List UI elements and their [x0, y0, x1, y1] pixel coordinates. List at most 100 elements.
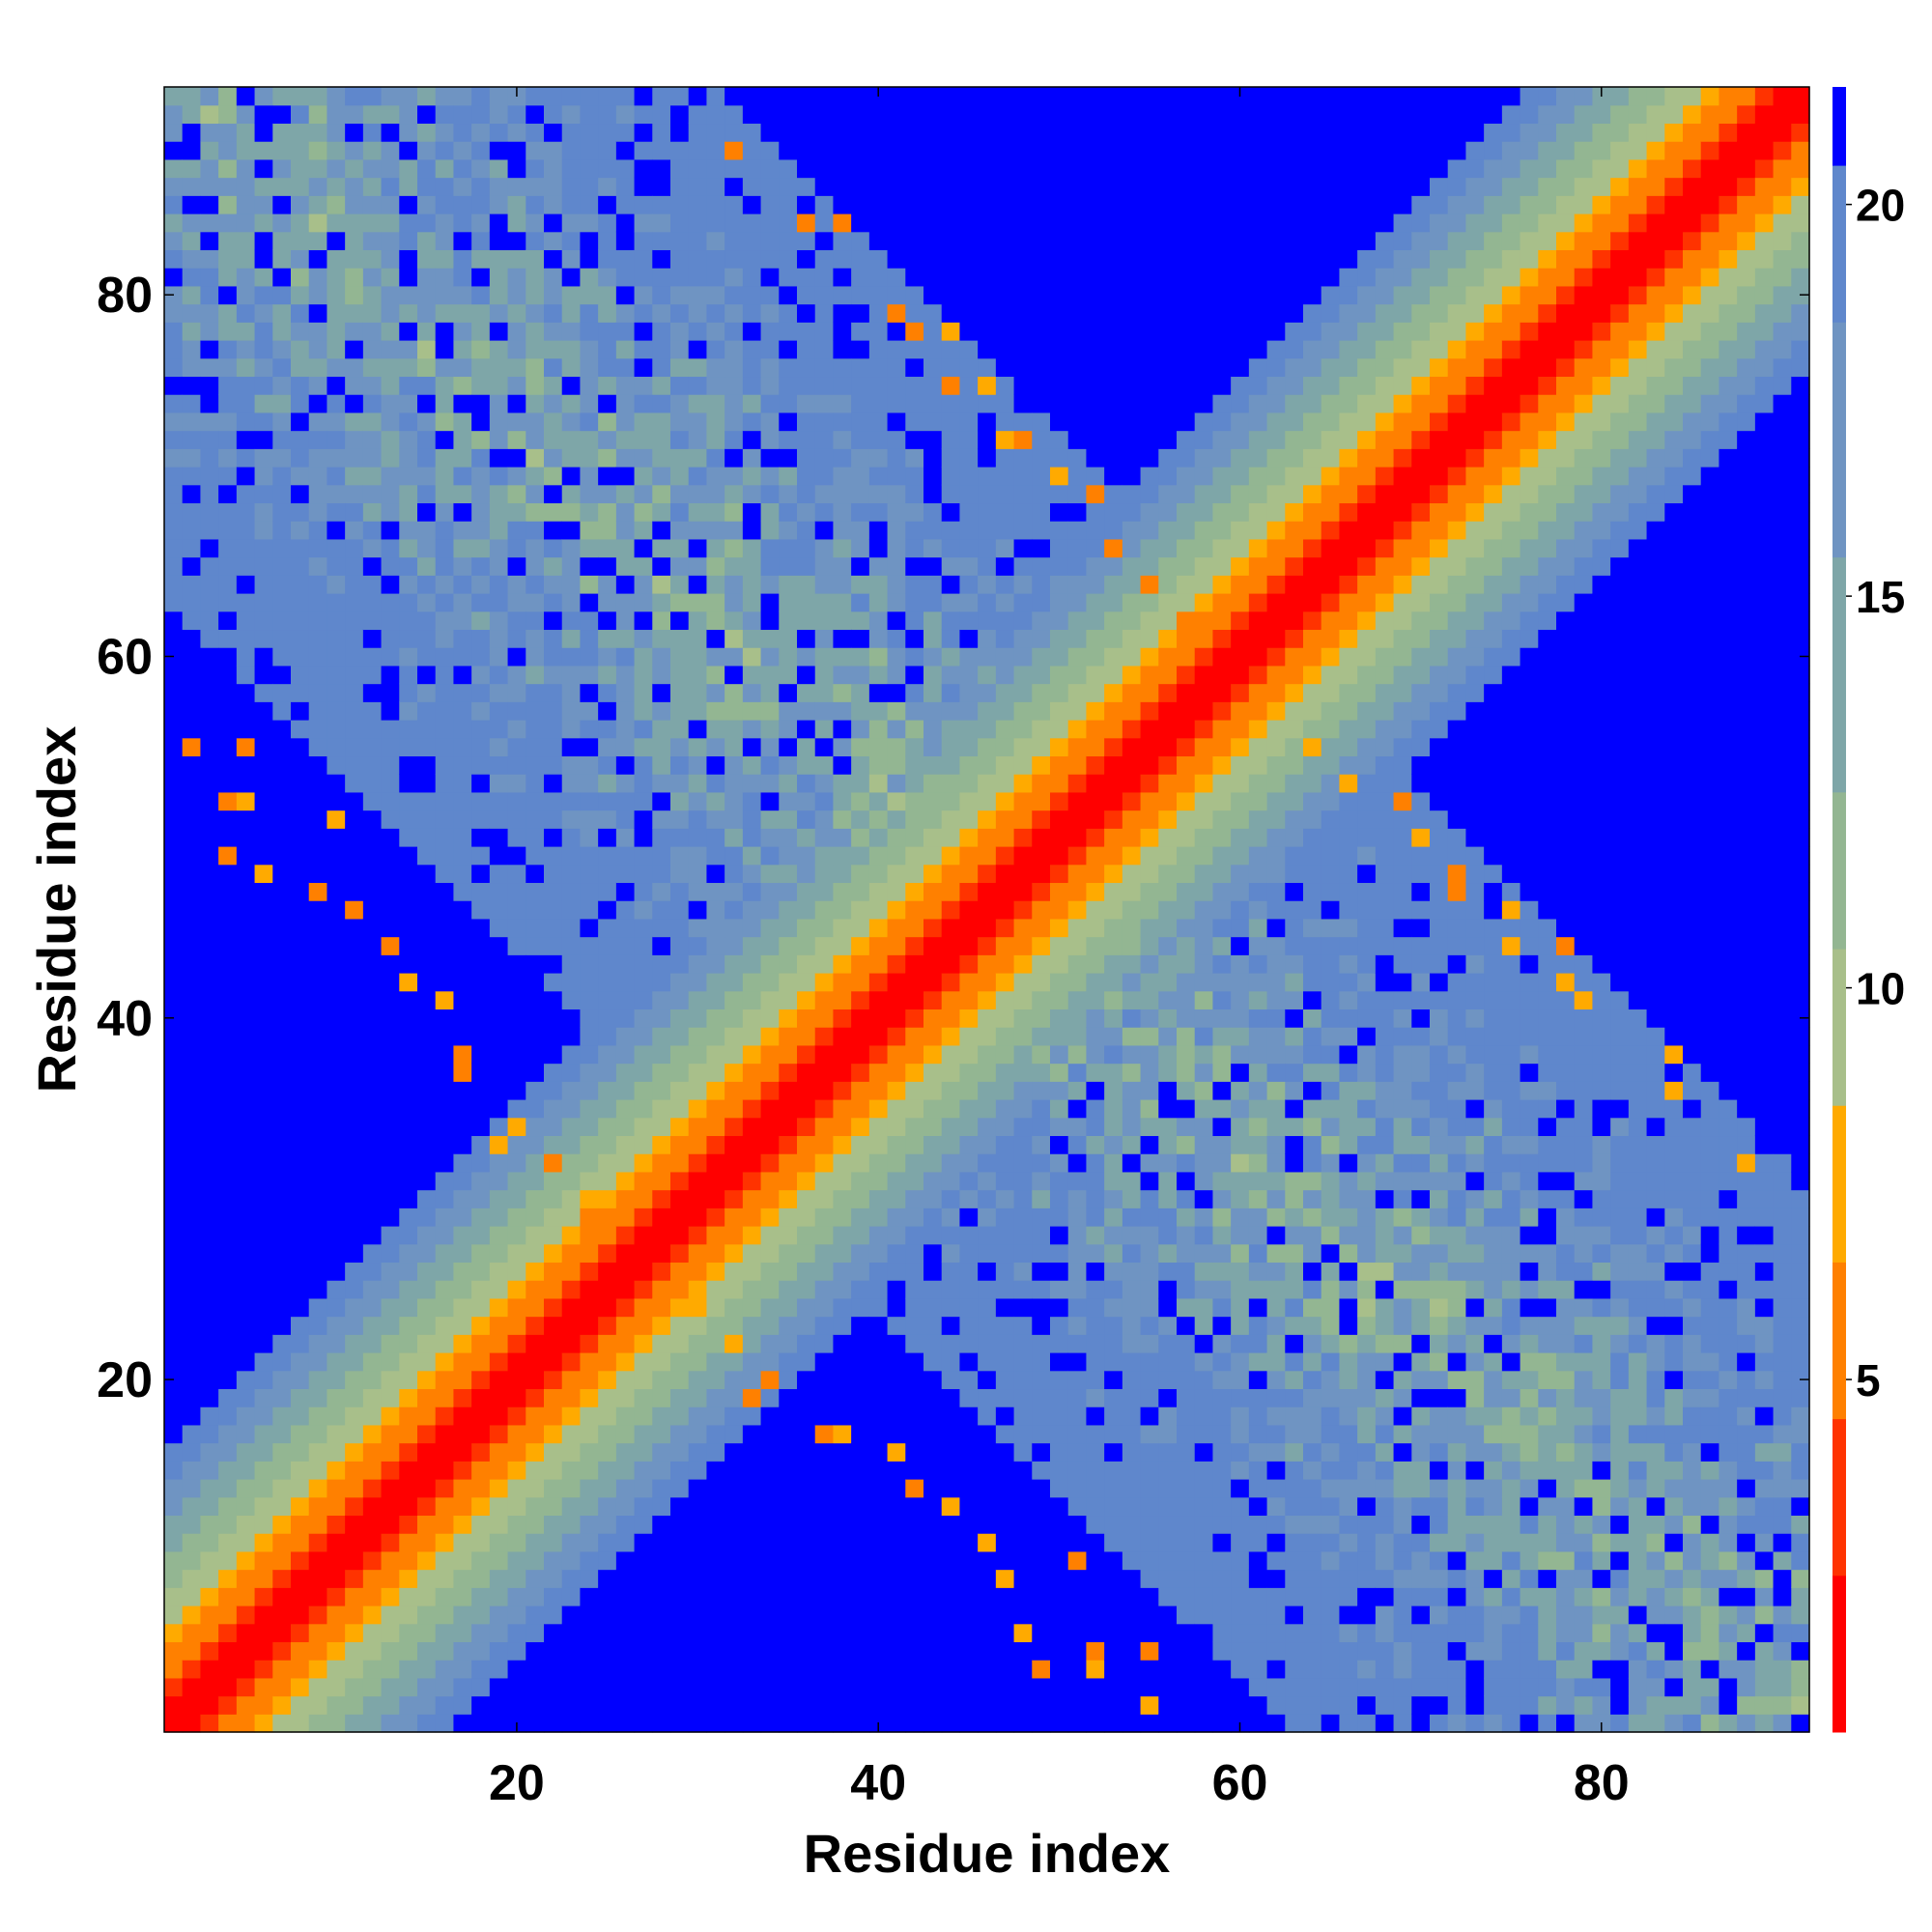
heatmap-cell: [489, 87, 509, 106]
heatmap-cell: [887, 1262, 906, 1281]
heatmap-cell: [923, 575, 943, 594]
heatmap-cell: [959, 1587, 979, 1606]
heatmap-cell: [797, 990, 816, 1010]
heatmap-cell: [1032, 1099, 1051, 1119]
heatmap-cell: [308, 575, 328, 594]
heatmap-cell: [345, 87, 364, 106]
heatmap-cell: [1086, 683, 1105, 702]
heatmap-cell: [833, 1334, 852, 1353]
heatmap-cell: [1013, 936, 1033, 955]
heatmap-cell: [598, 1479, 617, 1498]
heatmap-cell: [1067, 1117, 1088, 1137]
heatmap-cell: [833, 357, 852, 378]
heatmap-cell: [489, 1533, 509, 1552]
heatmap-cell: [851, 629, 870, 648]
heatmap-cell: [526, 1442, 545, 1462]
heatmap-cell: [851, 846, 870, 866]
heatmap-cell: [435, 864, 455, 884]
heatmap-cell: [923, 1623, 943, 1643]
heatmap-cell: [345, 647, 364, 667]
heatmap-cell: [381, 737, 400, 757]
heatmap-cell: [1050, 268, 1069, 287]
heatmap-cell: [978, 1533, 997, 1552]
heatmap-cell: [905, 1009, 924, 1028]
heatmap-cell: [724, 177, 744, 196]
heatmap-cell: [471, 973, 491, 992]
heatmap-cell: [959, 629, 979, 648]
heatmap-cell: [182, 1280, 202, 1299]
heatmap-cell: [1067, 828, 1088, 847]
heatmap-cell: [272, 990, 292, 1010]
heatmap-cell: [797, 213, 816, 233]
heatmap-cell: [959, 141, 979, 160]
heatmap-cell: [254, 268, 273, 287]
heatmap-cell: [362, 141, 383, 160]
heatmap-cell: [634, 448, 653, 468]
heatmap-cell: [308, 755, 328, 775]
heatmap-cell: [905, 376, 924, 395]
heatmap-cell: [615, 864, 636, 884]
heatmap-cell: [218, 900, 238, 920]
heatmap-cell: [345, 1352, 364, 1372]
heatmap-cell: [797, 936, 816, 955]
heatmap-cell: [1104, 484, 1123, 504]
heatmap-cell: [236, 467, 256, 486]
heatmap-cell: [236, 1135, 256, 1154]
heatmap-cell: [417, 864, 437, 884]
heatmap-cell: [760, 665, 780, 685]
heatmap-cell: [272, 1171, 292, 1191]
heatmap-cell: [362, 1297, 383, 1318]
heatmap-cell: [833, 990, 852, 1010]
heatmap-cell: [435, 737, 455, 757]
heatmap-cell: [923, 1153, 943, 1173]
heatmap-cell: [615, 1623, 636, 1643]
heatmap-cell: [706, 303, 725, 323]
heatmap-cell: [417, 1406, 437, 1426]
heatmap-cell: [941, 1677, 961, 1697]
heatmap-cell: [236, 665, 256, 685]
heatmap-cell: [941, 629, 961, 648]
heatmap-cell: [254, 1479, 273, 1498]
heatmap-cell: [399, 828, 418, 847]
heatmap-cell: [652, 1153, 671, 1173]
heatmap-cell: [742, 1406, 762, 1426]
heatmap-cell: [941, 1623, 961, 1643]
heatmap-cell: [327, 249, 346, 269]
heatmap-cell: [742, 1189, 762, 1208]
heatmap-cell: [544, 936, 563, 955]
heatmap-cell: [1122, 1171, 1142, 1191]
heatmap-cell: [779, 1388, 798, 1407]
heatmap-cell: [905, 538, 924, 558]
heatmap-cell: [1013, 1641, 1033, 1661]
heatmap-cell: [345, 1587, 364, 1606]
heatmap-cell: [489, 918, 509, 938]
heatmap-cell: [489, 556, 509, 576]
heatmap-cell: [760, 755, 780, 775]
heatmap-cell: [1050, 900, 1069, 920]
heatmap-cell: [254, 1424, 273, 1444]
heatmap-cell: [652, 1352, 671, 1372]
heatmap-cell: [327, 1226, 346, 1245]
heatmap-cell: [797, 1370, 816, 1390]
heatmap-cell: [345, 1388, 364, 1407]
heatmap-cell: [634, 158, 653, 179]
heatmap-cell: [995, 538, 1015, 558]
heatmap-cell: [580, 1406, 599, 1426]
heatmap-cell: [272, 448, 292, 468]
heatmap-cell: [706, 1208, 725, 1227]
heatmap-cell: [435, 268, 455, 287]
heatmap-cell: [652, 1117, 671, 1137]
heatmap-cell: [887, 774, 906, 793]
heatmap-cell: [1104, 467, 1123, 486]
heatmap-cell: [978, 448, 997, 468]
heatmap-cell: [978, 303, 997, 323]
heatmap-cell: [1013, 1461, 1033, 1480]
heatmap-cell: [923, 1297, 943, 1318]
heatmap-cell: [200, 1153, 219, 1173]
heatmap-cell: [417, 268, 437, 287]
heatmap-cell: [923, 87, 943, 106]
heatmap-cell: [561, 575, 582, 594]
heatmap-cell: [399, 774, 418, 793]
heatmap-cell: [291, 1533, 310, 1552]
heatmap-cell: [923, 141, 943, 160]
